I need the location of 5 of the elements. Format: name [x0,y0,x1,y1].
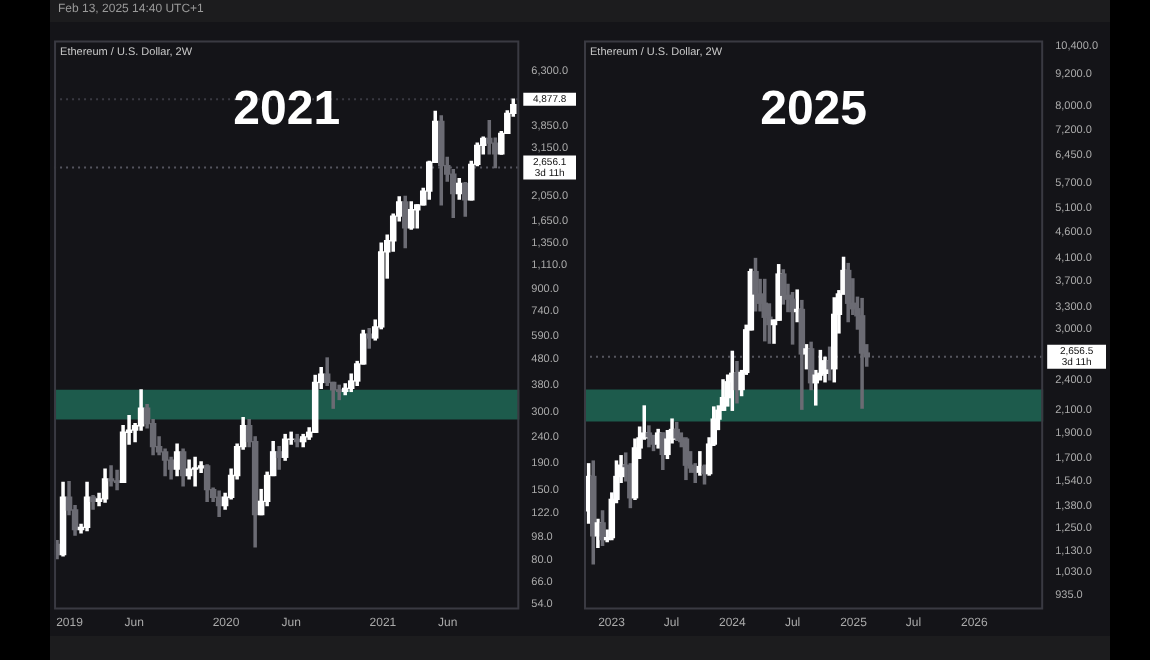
candlestick [113,469,121,491]
candlestick [107,465,115,487]
text: 2021 [233,81,341,136]
candlestick [191,456,199,487]
text: 2025 [760,81,867,136]
